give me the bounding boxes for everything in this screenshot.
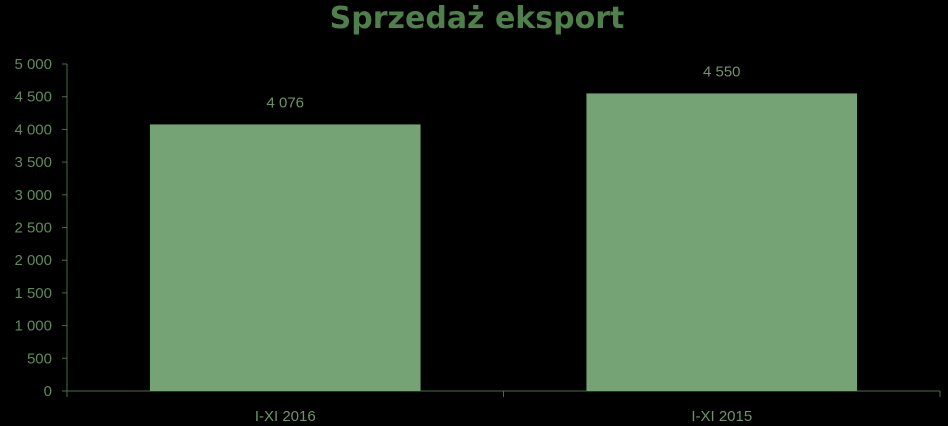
x-tick-label: I-XI 2016 (255, 408, 316, 425)
y-tick-label: 3 500 (14, 154, 52, 171)
data-labels: 4 076 4 550 (266, 63, 740, 111)
chart-title: Sprzedaż eksport (330, 1, 625, 36)
y-tick-label: 1 000 (14, 318, 52, 335)
y-tick-label: 5 000 (14, 56, 52, 73)
bar (149, 124, 421, 392)
data-label: 4 076 (266, 94, 304, 111)
x-axis: I-XI 2016 I-XI 2015 (66, 390, 941, 425)
y-tick-label: 4 500 (14, 89, 52, 106)
y-tick-label: 500 (27, 350, 52, 367)
y-tick-label: 4 000 (14, 121, 52, 138)
y-tick-label: 2 000 (14, 252, 52, 269)
bars (149, 93, 858, 392)
y-axis: 0 500 1 000 1 500 2 000 2 500 3 000 3 500 4 000 4… (14, 56, 68, 400)
y-tick-label: 2 500 (14, 220, 52, 237)
bar (586, 93, 858, 392)
y-tick-label: 1 500 (14, 285, 52, 302)
y-tick-label: 0 (44, 383, 52, 400)
y-tick-label: 3 000 (14, 187, 52, 204)
x-tick-label: I-XI 2015 (691, 408, 752, 425)
data-label: 4 550 (703, 63, 741, 80)
